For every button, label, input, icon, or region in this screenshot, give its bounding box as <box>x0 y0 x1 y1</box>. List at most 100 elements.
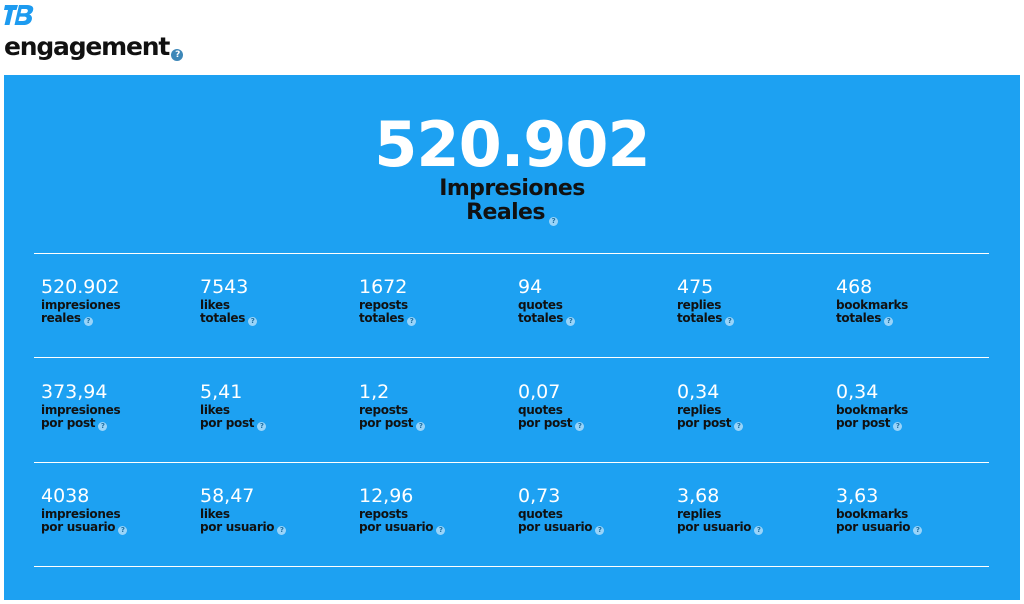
stat-label-line2: por usuario? <box>836 521 996 535</box>
help-icon[interactable]: ? <box>118 526 128 535</box>
stat-label-line2: por usuario? <box>41 521 201 535</box>
stat-label-line2: reales? <box>41 312 201 326</box>
stat-label: quotes totales? <box>518 299 678 326</box>
stat-label-line1: likes <box>200 298 230 312</box>
stat-label: bookmarks por post? <box>836 404 996 431</box>
help-icon[interactable]: ? <box>893 422 903 431</box>
stat-value: 58,47 <box>200 485 255 507</box>
hero-label: Impresiones Reales? <box>4 177 1020 226</box>
stat-label-line1: reposts <box>359 507 408 521</box>
stat-value: 94 <box>518 276 543 298</box>
stat-label: bookmarks por usuario? <box>836 508 996 535</box>
divider <box>34 566 989 567</box>
stat-label-line2: por usuario? <box>518 521 678 535</box>
stat-label: quotes por post? <box>518 404 678 431</box>
stat-cell: 0,34 bookmarks por post? <box>836 380 996 431</box>
stat-label-line1: replies <box>677 403 722 417</box>
stat-value: 4038 <box>41 485 90 507</box>
help-icon[interactable]: ? <box>171 49 184 61</box>
stat-label-line2-text: totales <box>359 311 405 325</box>
help-icon[interactable]: ? <box>416 422 426 431</box>
stat-label-line2: por post? <box>200 417 360 431</box>
hero-value: 520.902 <box>374 108 650 181</box>
stat-cell: 0,34 replies por post? <box>677 380 837 431</box>
tb-logo-icon <box>4 5 34 25</box>
hero-stat: 520.902 Impresiones Reales? <box>4 111 1020 226</box>
stat-label-line1: bookmarks <box>836 298 909 312</box>
stat-value: 475 <box>677 276 714 298</box>
stat-label-line2-text: totales <box>677 311 723 325</box>
stat-cell: 1,2 reposts por post? <box>359 380 519 431</box>
help-icon[interactable]: ? <box>436 526 446 535</box>
help-icon[interactable]: ? <box>566 317 576 326</box>
stat-label-line2: totales? <box>836 312 996 326</box>
stat-cell: 373,94 impresiones por post? <box>41 380 201 431</box>
stat-cell: 12,96 reposts por usuario? <box>359 484 519 535</box>
stat-cell: 7543 likes totales? <box>200 275 360 326</box>
help-icon[interactable]: ? <box>277 526 287 535</box>
stat-cell: 0,07 quotes por post? <box>518 380 678 431</box>
help-icon[interactable]: ? <box>754 526 764 535</box>
stat-value: 1,2 <box>359 381 390 403</box>
stat-value: 3,63 <box>836 485 879 507</box>
help-icon[interactable]: ? <box>884 317 894 326</box>
stat-value: 7543 <box>200 276 249 298</box>
help-icon[interactable]: ? <box>83 317 93 326</box>
stat-cell: 3,68 replies por usuario? <box>677 484 837 535</box>
stat-cell: 4038 impresiones por usuario? <box>41 484 201 535</box>
stat-label-line2-text: por usuario <box>836 520 911 534</box>
stat-label-line2: por usuario? <box>677 521 837 535</box>
stat-label: impresiones por post? <box>41 404 201 431</box>
stat-label-line1: impresiones <box>41 298 121 312</box>
divider <box>34 253 989 254</box>
help-icon[interactable]: ? <box>248 317 258 326</box>
stat-label-line1: impresiones <box>41 507 121 521</box>
stat-label-line2: por post? <box>677 417 837 431</box>
stat-label-line2: por post? <box>836 417 996 431</box>
stat-label: likes totales? <box>200 299 360 326</box>
stat-label-line2: totales? <box>200 312 360 326</box>
help-icon[interactable]: ? <box>407 317 417 326</box>
help-icon[interactable]: ? <box>257 422 267 431</box>
stat-label-line1: replies <box>677 298 722 312</box>
stat-label-line2-text: por post <box>677 416 732 430</box>
stat-label-line2: por post? <box>518 417 678 431</box>
help-icon[interactable]: ? <box>725 317 735 326</box>
stat-value: 0,07 <box>518 381 561 403</box>
stat-value: 373,94 <box>41 381 108 403</box>
page-title-text: engagement <box>4 32 170 61</box>
hero-label-line2: Reales? <box>4 201 1020 226</box>
divider <box>34 462 989 463</box>
stat-label: replies por usuario? <box>677 508 837 535</box>
stat-label-line1: impresiones <box>41 403 121 417</box>
help-icon[interactable]: ? <box>734 422 744 431</box>
stat-label-line2: totales? <box>359 312 519 326</box>
stat-value: 0,34 <box>836 381 879 403</box>
stat-label: replies por post? <box>677 404 837 431</box>
stat-label-line2-text: por usuario <box>677 520 752 534</box>
help-icon[interactable]: ? <box>548 217 558 226</box>
help-icon[interactable]: ? <box>595 526 605 535</box>
stat-label-line2: por usuario? <box>359 521 519 535</box>
stat-value: 12,96 <box>359 485 414 507</box>
stats-row-totals: 520.902 impresiones reales? 7543 likes t… <box>4 275 1020 375</box>
stat-label-line1: bookmarks <box>836 507 909 521</box>
stat-label-line2-text: por post <box>200 416 255 430</box>
stat-cell: 1672 reposts totales? <box>359 275 519 326</box>
stat-value: 0,34 <box>677 381 720 403</box>
stat-value: 468 <box>836 276 873 298</box>
help-icon[interactable]: ? <box>98 422 108 431</box>
stat-label-line2-text: por usuario <box>518 520 593 534</box>
help-icon[interactable]: ? <box>575 422 585 431</box>
stat-label-line2-text: por usuario <box>41 520 116 534</box>
stat-label-line2: por post? <box>41 417 201 431</box>
stat-cell: 520.902 impresiones reales? <box>41 275 201 326</box>
stat-value: 1672 <box>359 276 408 298</box>
stat-value: 5,41 <box>200 381 243 403</box>
stat-label: impresiones por usuario? <box>41 508 201 535</box>
stat-label: quotes por usuario? <box>518 508 678 535</box>
help-icon[interactable]: ? <box>913 526 923 535</box>
stat-label: reposts por post? <box>359 404 519 431</box>
stat-label-line2: por usuario? <box>200 521 360 535</box>
